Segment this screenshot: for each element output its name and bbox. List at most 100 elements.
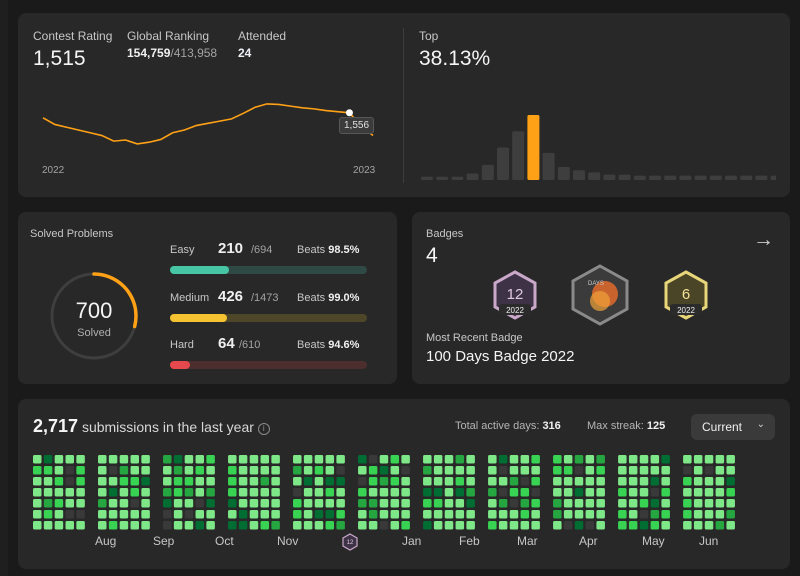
heatmap-cell xyxy=(444,488,454,497)
heatmap-cell xyxy=(119,499,129,508)
heatmap-cell xyxy=(401,499,410,508)
easy-beats-label: Beats xyxy=(297,244,326,256)
badge-6-2022-icon[interactable]: 6 2022 xyxy=(663,270,709,320)
heatmap-cell xyxy=(661,499,670,508)
global-rank: 154,759 xyxy=(127,46,171,60)
badge-100-days-icon[interactable]: DAYS xyxy=(570,264,630,326)
heatmap-cell xyxy=(531,455,540,464)
heatmap-cell xyxy=(704,477,714,486)
heatmap-cell xyxy=(379,477,389,486)
heatmap-cell xyxy=(498,488,508,497)
heatmap-cell xyxy=(65,499,75,508)
heatmap-cell xyxy=(585,510,595,519)
heatmap-cell xyxy=(726,521,735,530)
heatmap-cell xyxy=(163,499,172,508)
heatmap-cell xyxy=(119,521,129,530)
attended-label: Attended xyxy=(238,29,287,43)
heatmap-cell xyxy=(303,466,313,475)
heatmap-cell xyxy=(444,499,454,508)
submission-heatmap[interactable] xyxy=(33,455,778,530)
hard-total: /610 xyxy=(239,339,261,351)
heatmap-cell xyxy=(498,477,508,486)
heatmap-cell xyxy=(303,521,313,530)
info-icon[interactable]: i xyxy=(257,423,270,435)
heatmap-cell xyxy=(715,521,725,530)
heatmap-cell xyxy=(639,455,649,464)
heatmap-cell xyxy=(585,521,595,530)
heatmap-cell xyxy=(715,466,725,475)
month-label: Apr xyxy=(579,534,598,548)
heatmap-cell xyxy=(238,488,248,497)
heatmap-cell xyxy=(683,455,692,464)
easy-progress-fill xyxy=(170,266,230,274)
month-label: May xyxy=(642,534,665,548)
heatmap-cell xyxy=(184,521,194,530)
heatmap-cell xyxy=(368,521,378,530)
heatmap-cell xyxy=(379,488,389,497)
heatmap-cell xyxy=(520,499,530,508)
heatmap-cell xyxy=(509,510,519,519)
heatmap-cell xyxy=(433,466,443,475)
heatmap-cell xyxy=(163,488,172,497)
page-left-edge xyxy=(0,0,8,576)
badges-arrow-icon[interactable]: → xyxy=(753,228,774,251)
heatmap-cell xyxy=(368,499,378,508)
heatmap-cell xyxy=(43,510,53,519)
heatmap-cell xyxy=(433,455,443,464)
heatmap-cell xyxy=(574,510,584,519)
heatmap-cell xyxy=(498,510,508,519)
heatmap-cell xyxy=(76,488,85,497)
solved-progress-ring[interactable] xyxy=(48,270,140,362)
heatmap-cell xyxy=(33,521,42,530)
histogram-bar xyxy=(633,175,646,180)
heatmap-cell xyxy=(293,521,302,530)
heatmap-cell xyxy=(585,488,595,497)
heatmap-cell xyxy=(563,477,573,486)
rating-distribution-histogram[interactable] xyxy=(421,113,776,180)
heatmap-cell xyxy=(390,488,400,497)
heatmap-cell xyxy=(704,521,714,530)
heatmap-cell xyxy=(173,466,183,475)
heatmap-cell xyxy=(54,466,64,475)
heatmap-cell xyxy=(54,477,64,486)
heatmap-cell xyxy=(683,477,692,486)
year-select[interactable]: Current ⌄ xyxy=(691,414,775,440)
heatmap-cell xyxy=(130,466,140,475)
histogram-bar xyxy=(512,131,525,180)
heatmap-cell xyxy=(661,466,670,475)
badge-12-2022-icon[interactable]: 12 2022 xyxy=(492,270,538,320)
heatmap-cell xyxy=(726,499,735,508)
solved-problems-card: Solved Problems 700 Solved Easy 210 /694… xyxy=(18,212,397,384)
badge-12-number: 12 xyxy=(507,286,524,303)
heatmap-cell xyxy=(715,455,725,464)
heatmap-cell xyxy=(141,499,150,508)
rating-line-chart[interactable] xyxy=(40,95,380,155)
heatmap-cell xyxy=(455,499,465,508)
month-label: Feb xyxy=(459,534,480,548)
heatmap-cell xyxy=(358,521,367,530)
heatmap-cell xyxy=(206,477,215,486)
easy-beats-value: 98.5% xyxy=(328,244,360,256)
heatmap-cell xyxy=(704,455,714,464)
heatmap-cell xyxy=(238,510,248,519)
easy-progress-track xyxy=(170,266,367,274)
heatmap-cell xyxy=(693,499,703,508)
badges-card: Badges 4 → 12 2022 DAYS 6 2022 Most Rece… xyxy=(412,212,790,384)
heatmap-cell xyxy=(141,510,150,519)
heatmap-cell xyxy=(184,488,194,497)
histogram-bar xyxy=(603,174,616,180)
heatmap-cell xyxy=(444,521,454,530)
heatmap-cell xyxy=(509,499,519,508)
heatmap-cell xyxy=(574,499,584,508)
heatmap-cell xyxy=(618,488,627,497)
medium-beats-label: Beats xyxy=(297,292,326,304)
heatmap-cell xyxy=(314,510,324,519)
heatmap-cell xyxy=(43,488,53,497)
heatmap-cell xyxy=(618,477,627,486)
heatmap-cell xyxy=(249,488,259,497)
heatmap-cell xyxy=(368,510,378,519)
heatmap-cell xyxy=(444,510,454,519)
heatmap-cell xyxy=(33,499,42,508)
heatmap-cell xyxy=(249,455,259,464)
heatmap-cell xyxy=(390,521,400,530)
